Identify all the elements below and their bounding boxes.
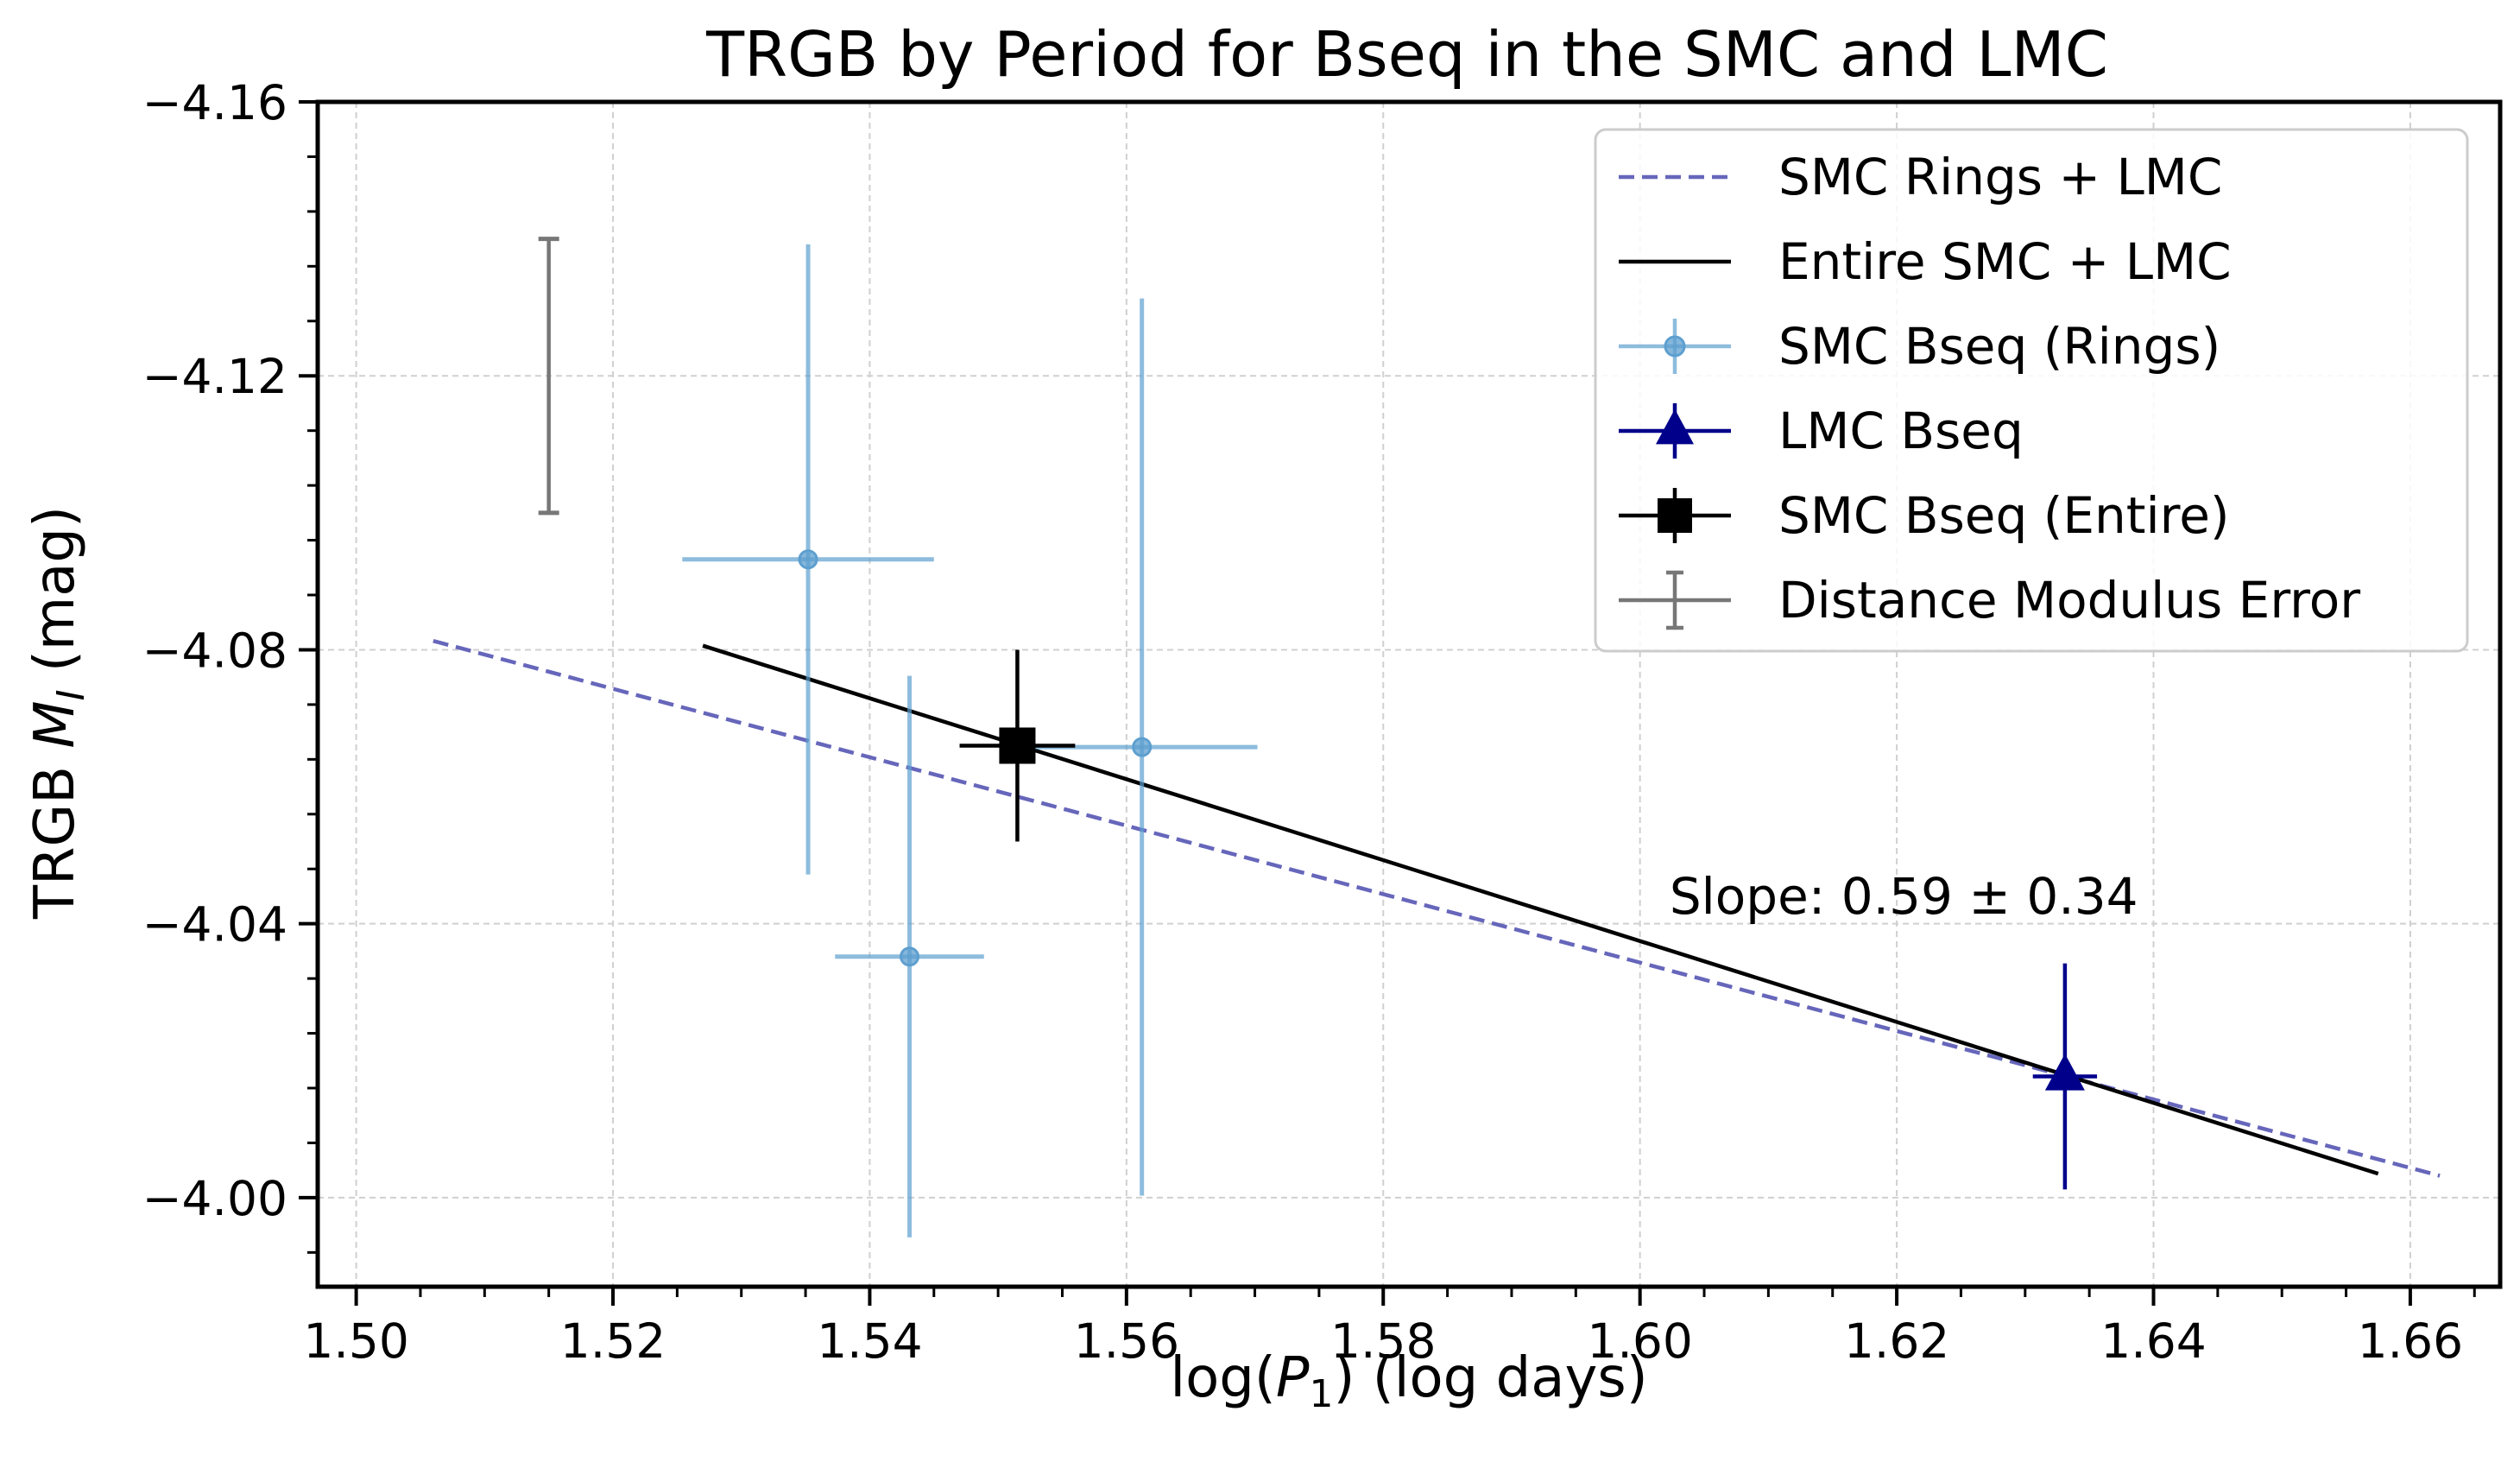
y-tick-label: −4.12 <box>142 349 287 404</box>
x-tick-label: 1.50 <box>303 1313 408 1369</box>
legend-label: Entire SMC + LMC <box>1778 232 2232 291</box>
data-point <box>798 549 818 570</box>
x-tick-label: 1.64 <box>2100 1313 2206 1369</box>
x-tick-label: 1.58 <box>1330 1313 1436 1369</box>
data-point <box>999 727 1036 764</box>
legend-marker <box>1664 335 1686 358</box>
legend-label: Distance Modulus Error <box>1778 571 2360 630</box>
fit-line <box>702 643 2379 1176</box>
x-tick-label: 1.52 <box>560 1313 666 1369</box>
data-point <box>1132 737 1153 757</box>
legend-frame <box>1594 128 2469 653</box>
legend-label: SMC Bseq (Rings) <box>1778 317 2220 376</box>
x-tick-label: 1.54 <box>817 1313 922 1369</box>
annotations: Slope: 0.59 ± 0.34 <box>1670 867 2138 926</box>
chart-title: TRGB by Period for Bseq in the SMC and L… <box>705 18 2108 91</box>
y-tick-label: −4.04 <box>142 897 287 953</box>
x-tick-label: 1.60 <box>1587 1313 1692 1369</box>
y-axis: −4.16 −4.12 −4.08 −4.04 −4.00 <box>142 75 318 1254</box>
x-tick-label: 1.66 <box>2358 1313 2463 1369</box>
data-point <box>2044 1054 2085 1091</box>
legend-marker <box>1656 408 1694 445</box>
x-tick-label: 1.62 <box>1844 1313 1949 1369</box>
y-axis-label: TRGB MI (mag) <box>23 506 93 920</box>
legend-marker <box>1658 498 1692 533</box>
x-axis-label: log(P1) (log days) <box>1170 1346 1647 1416</box>
legend-label: SMC Bseq (Entire) <box>1778 486 2230 545</box>
x-axis: 1.50 1.52 1.54 1.56 1.58 1.60 1.62 1.64 1.66 <box>303 1287 2476 1369</box>
legend-label: LMC Bseq <box>1778 402 2024 460</box>
axes-frame <box>315 99 2503 1289</box>
legend: SMC Rings + LMC Entire SMC + LMC SMC Bseq … <box>1594 128 2469 653</box>
legend-label: SMC Rings + LMC <box>1778 148 2222 206</box>
y-tick-label: −4.16 <box>142 75 287 130</box>
x-tick-label: 1.56 <box>1074 1313 1179 1369</box>
y-tick-label: −4.00 <box>142 1171 287 1226</box>
series-layer <box>433 237 2441 1237</box>
slope-annotation: Slope: 0.59 ± 0.34 <box>1670 867 2138 926</box>
data-point <box>900 946 920 967</box>
y-tick-label: −4.08 <box>142 623 287 678</box>
